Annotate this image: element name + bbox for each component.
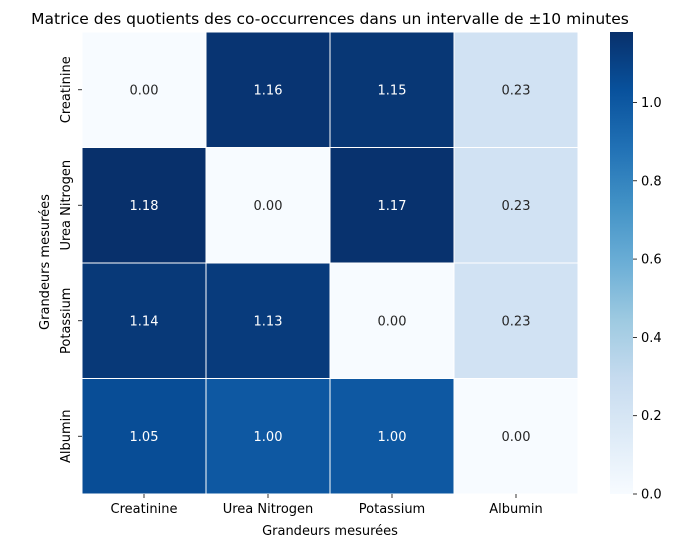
y-tick-label: Creatinine xyxy=(59,56,74,123)
cell-value-label: 1.18 xyxy=(130,199,159,214)
colorbar-tick-label: 0.0 xyxy=(641,488,662,503)
heatmap-cell xyxy=(329,378,455,495)
cell-value-label: 0.23 xyxy=(502,199,531,214)
heatmap-cell xyxy=(205,31,331,148)
chart-title: Matrice des quotients des co-occurrences… xyxy=(31,10,629,28)
cell-value-label: 0.00 xyxy=(502,430,531,445)
x-axis-ticks: Creatinine Urea Nitrogen Potassium Albumin xyxy=(111,494,543,517)
cell-value-label: 1.05 xyxy=(130,430,159,445)
heatmap-cell xyxy=(205,378,331,495)
cell-value-label: 0.00 xyxy=(378,314,407,329)
colorbar-tick-label: 0.8 xyxy=(641,174,662,189)
cell-value-label: 1.16 xyxy=(254,83,283,98)
y-tick-label: Urea Nitrogen xyxy=(59,160,74,251)
heatmap-cell xyxy=(205,147,331,264)
colorbar-tick-label: 0.6 xyxy=(641,253,662,268)
cell-value-label: 0.23 xyxy=(502,83,531,98)
cell-value-label: 1.00 xyxy=(378,430,407,445)
colorbar: 0.0 0.2 0.4 0.6 0.8 1.0 xyxy=(610,32,662,503)
y-tick-label: Albumin xyxy=(59,409,74,463)
colorbar-gradient xyxy=(610,32,633,494)
heatmap-cell xyxy=(453,31,579,148)
cell-value-label: 1.15 xyxy=(378,83,407,98)
colorbar-tick-label: 1.0 xyxy=(641,96,662,111)
x-axis-label: Grandeurs mesurées xyxy=(262,524,398,539)
cell-value-label: 0.00 xyxy=(130,83,159,98)
heatmap-cell xyxy=(81,378,207,495)
colorbar-tick-label: 0.4 xyxy=(641,331,662,346)
heatmap-cell xyxy=(81,31,207,148)
heatmap-cell xyxy=(205,262,331,379)
heatmap-cell xyxy=(453,378,579,495)
heatmap-cell xyxy=(453,147,579,264)
cell-value-label: 1.17 xyxy=(378,199,407,214)
heatmap-cells xyxy=(81,31,579,495)
y-axis-ticks: Creatinine Urea Nitrogen Potassium Albumin xyxy=(59,56,82,463)
colorbar-ticks: 0.0 0.2 0.4 0.6 0.8 1.0 xyxy=(633,96,662,503)
heatmap-cell xyxy=(81,147,207,264)
heatmap-cell xyxy=(453,262,579,379)
y-axis-label: Grandeurs mesurées xyxy=(38,194,53,330)
cell-annotations: 0.00 1.16 1.15 0.23 1.18 0.00 1.17 0.23 1.14 1.13… xyxy=(130,83,531,445)
x-tick-label: Albumin xyxy=(489,502,543,517)
x-tick-label: Creatinine xyxy=(111,502,178,517)
y-tick-label: Potassium xyxy=(59,288,74,354)
cell-value-label: 1.14 xyxy=(130,314,159,329)
cell-value-label: 1.00 xyxy=(254,430,283,445)
colorbar-tick-label: 0.2 xyxy=(641,409,662,424)
cell-value-label: 0.23 xyxy=(502,314,531,329)
x-tick-label: Potassium xyxy=(359,502,425,517)
cell-value-label: 1.13 xyxy=(254,314,283,329)
heatmap-cell xyxy=(329,31,455,148)
cell-value-label: 0.00 xyxy=(254,199,283,214)
x-tick-label: Urea Nitrogen xyxy=(223,502,314,517)
